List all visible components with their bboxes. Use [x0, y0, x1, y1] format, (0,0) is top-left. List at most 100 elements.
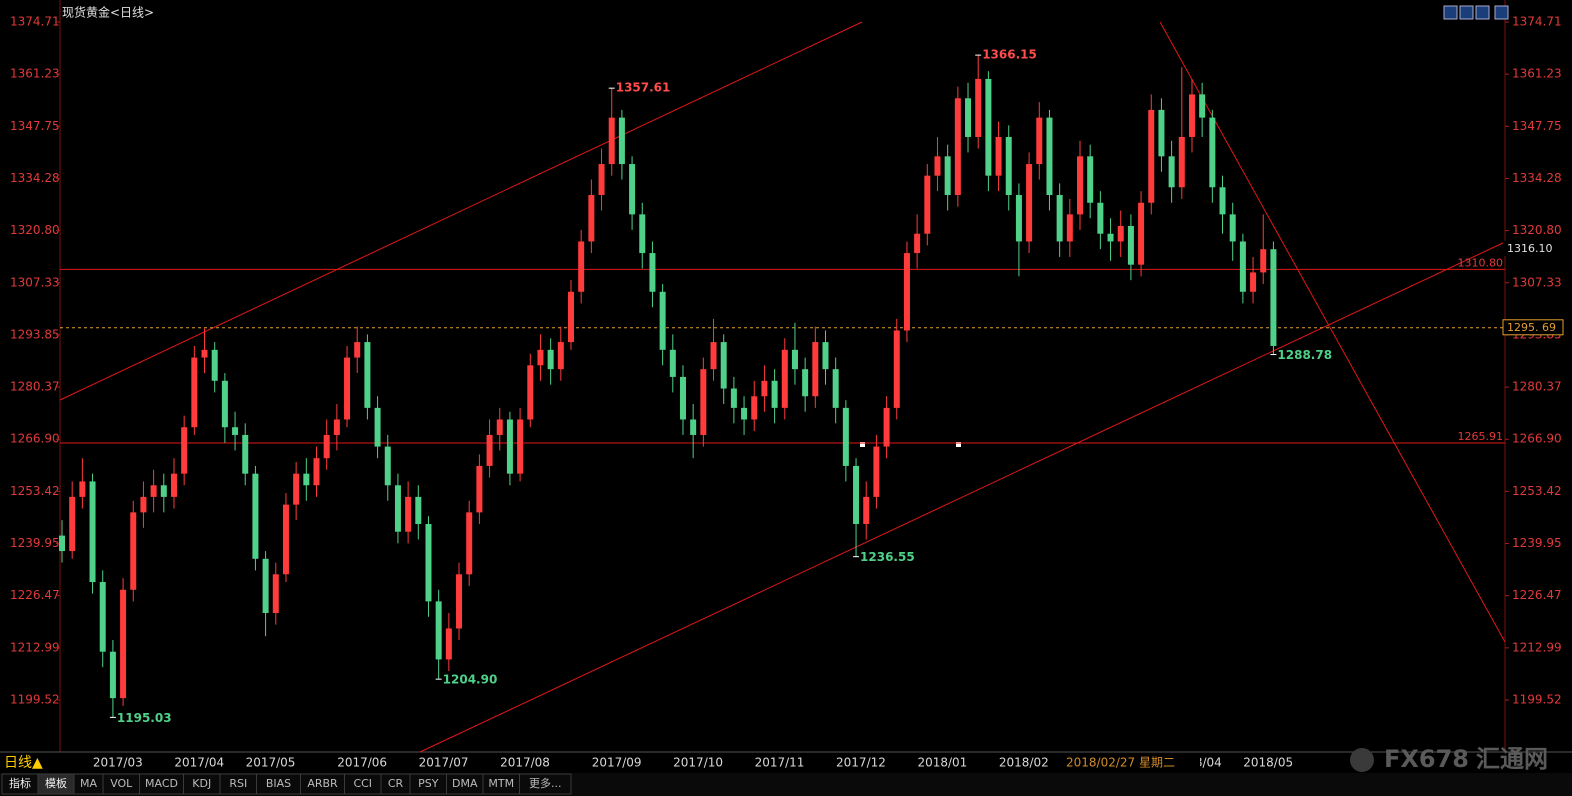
candle-body — [700, 369, 707, 435]
extreme-label: 1195.03 — [117, 711, 172, 725]
y-tick-label: 1199.52 — [10, 692, 60, 706]
toolbar-buttons — [1443, 5, 1509, 20]
tab-label[interactable]: MACD — [145, 777, 178, 790]
candle-body — [170, 473, 177, 497]
period-button[interactable]: 日线▲ — [4, 755, 43, 771]
x-tick-label: 2017/11 — [755, 756, 805, 770]
candle-body — [1199, 94, 1206, 118]
tab-label[interactable]: CCI — [353, 777, 372, 790]
price-tag-box — [1502, 319, 1564, 336]
candle-body — [791, 349, 798, 370]
candle-body — [1250, 272, 1257, 292]
tab-label[interactable]: 更多... — [529, 776, 562, 790]
y-tick-label-right: 1334.28 — [1512, 171, 1562, 185]
x-tick-label: 2017/06 — [337, 756, 387, 770]
candle-body — [221, 380, 228, 428]
y-tick-label: 1212.99 — [10, 640, 60, 654]
candle-body — [323, 434, 330, 459]
y-tick-label-right: 1320.80 — [1512, 223, 1562, 237]
tab-label[interactable]: MA — [80, 777, 97, 790]
x-tick-label: 2018/02 — [999, 756, 1049, 770]
candle-body — [914, 233, 921, 254]
candle-body — [435, 601, 442, 660]
candle-body — [272, 574, 279, 613]
candle-body — [456, 574, 463, 629]
extreme-label: 1288.78 — [1277, 348, 1332, 362]
crosshair-box — [1058, 754, 1200, 771]
candle-body — [303, 473, 310, 486]
x-tick-label: 2017/07 — [419, 756, 469, 770]
candle-body — [1219, 187, 1226, 215]
y-tick-label: 1266.90 — [10, 432, 60, 446]
tab[interactable] — [519, 773, 572, 795]
trend-line — [419, 241, 1506, 753]
tab-label[interactable]: PSY — [418, 777, 439, 790]
candle-body — [842, 407, 849, 466]
toolbar-button[interactable] — [1459, 5, 1474, 20]
candle-body — [232, 427, 239, 435]
tab-label[interactable]: RSI — [229, 777, 247, 790]
candle-body — [1209, 117, 1216, 188]
anchor-point — [956, 442, 961, 447]
candle-body — [130, 512, 137, 590]
candle-body — [191, 357, 198, 428]
candle-body — [1107, 233, 1114, 242]
candle-body — [720, 342, 727, 389]
candle-body — [405, 496, 412, 532]
x-tick-label: 2017/03 — [93, 756, 143, 770]
y-tick-label: 1280.37 — [10, 380, 60, 394]
watermark-logo — [1350, 748, 1374, 772]
candle-body — [313, 458, 320, 486]
candle-body — [618, 117, 625, 165]
tab-label[interactable]: ARBR — [307, 777, 338, 790]
candle-body — [751, 396, 758, 420]
candle-body — [537, 349, 544, 366]
tab-label[interactable]: KDJ — [192, 777, 211, 790]
candle-body — [853, 465, 860, 524]
candle-body — [1127, 225, 1134, 265]
tab-label[interactable]: 指标 — [9, 776, 31, 790]
toolbar-button[interactable] — [1443, 5, 1458, 20]
tab-label[interactable]: CR — [388, 777, 404, 790]
y-tick-label-right: 1253.42 — [1512, 484, 1562, 498]
watermark-brand: FX678 — [1384, 745, 1469, 773]
y-tick-label: 1253.42 — [10, 484, 60, 498]
candle-body — [201, 349, 208, 358]
tab-label[interactable]: DMA — [452, 777, 478, 790]
tab-label[interactable]: MTM — [488, 777, 514, 790]
candle-body — [1229, 214, 1236, 242]
y-tick-label: 1239.95 — [10, 536, 60, 550]
tab-label[interactable]: BIAS — [266, 777, 291, 790]
candle-body — [344, 357, 351, 420]
candle-body — [1087, 156, 1094, 203]
candle-body — [160, 485, 167, 497]
candle-body — [282, 504, 289, 575]
candle-body — [679, 376, 686, 420]
y-tick-label-right: 1212.99 — [1512, 640, 1562, 654]
candle-body — [893, 330, 900, 408]
candle-body — [822, 342, 829, 370]
crosshair-label: 2018/02/27 星期二 — [1066, 756, 1175, 770]
tab-label[interactable]: VOL — [110, 777, 133, 790]
candle-body — [568, 291, 574, 343]
toolbar-button[interactable] — [1494, 5, 1509, 20]
watermark-name: 汇通网 — [1476, 745, 1548, 773]
candle-body — [59, 535, 65, 552]
toolbar-button[interactable] — [1475, 5, 1490, 20]
y-tick-label-right: 1374.71 — [1512, 14, 1562, 28]
candle-body — [710, 342, 717, 370]
y-tick-label: 1226.47 — [10, 588, 60, 602]
candle-body — [506, 419, 513, 474]
candle-body — [1168, 156, 1175, 188]
candle-body — [527, 365, 534, 420]
candle-body — [903, 253, 910, 331]
candle-body — [486, 434, 493, 466]
level-label: 1310.80 — [1458, 256, 1504, 269]
candle-body — [1178, 136, 1185, 188]
candle-body — [1015, 195, 1022, 242]
candle-body — [924, 175, 931, 234]
tab-label[interactable]: 模板 — [45, 776, 67, 790]
candle-body — [781, 349, 788, 408]
candle-body — [211, 349, 218, 381]
